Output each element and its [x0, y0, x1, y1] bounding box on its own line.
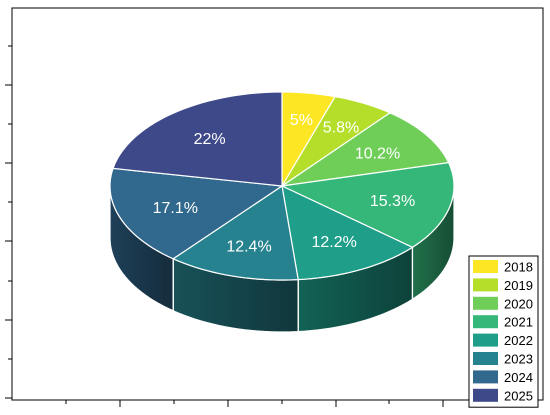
legend-label-2022: 2022 — [504, 333, 533, 348]
slice-label-2018: 5% — [290, 112, 313, 129]
slice-label-2020: 10.2% — [355, 145, 400, 162]
pie-sides — [109, 185, 455, 333]
legend-swatch-2019 — [473, 278, 498, 292]
plot-frame — [5, 7, 544, 407]
legend-swatch-2023 — [473, 352, 498, 365]
legend-swatch-2018 — [473, 260, 498, 273]
legend-swatch-2020 — [473, 296, 498, 310]
slice-label-2019: 5.8% — [323, 120, 359, 137]
slice-top-2020 — [281, 112, 450, 187]
slice-label-2021: 15.3% — [370, 193, 415, 210]
legend-label-2025: 2025 — [504, 388, 533, 403]
slice-top-2025 — [112, 91, 283, 187]
slice-label-2022: 12.2% — [312, 234, 357, 251]
legend-swatch-2025 — [473, 388, 498, 402]
legend-swatch-2021 — [473, 315, 498, 329]
plot-border — [11, 7, 544, 401]
legend-label-2023: 2023 — [504, 352, 533, 367]
pie-tops — [109, 91, 455, 281]
slice-top-2022 — [281, 184, 414, 281]
legend-label-2019: 2019 — [504, 278, 533, 293]
slice-label-2024: 17.1% — [153, 200, 198, 217]
slice-top-2023 — [171, 184, 299, 281]
slice-top-2024 — [109, 167, 284, 260]
legend-swatch-2024 — [473, 370, 498, 384]
legend-label-2020: 2020 — [504, 296, 533, 311]
slice-top-2019 — [281, 95, 392, 187]
slice-label-2023: 12.4% — [226, 238, 271, 255]
slice-top-2021 — [279, 161, 455, 248]
legend-label-2024: 2024 — [504, 370, 533, 385]
legend: 2018 2019 2020 2021 2022 2023 2024 2025 — [468, 255, 539, 408]
slice-label-2025: 22% — [194, 131, 226, 148]
legend-swatch-2022 — [473, 333, 498, 347]
slice-labels: 5% 5.8% 10.2% 15.3% 12.2% 12.4% 17.1% 22% — [153, 112, 416, 255]
legend-label-2021: 2021 — [504, 315, 533, 330]
legend-label-2018: 2018 — [504, 260, 533, 275]
